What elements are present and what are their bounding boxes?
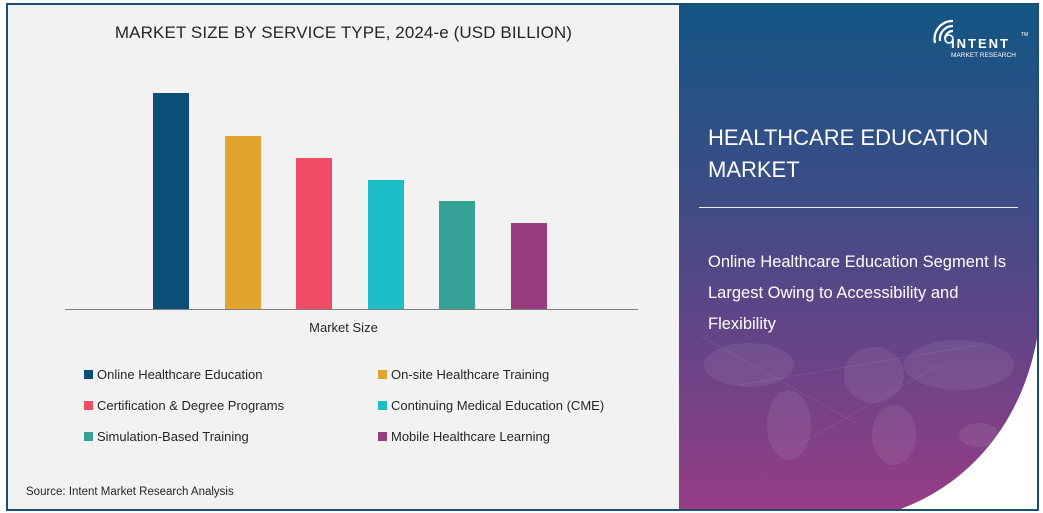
legend-swatch	[84, 401, 93, 410]
panel-divider	[699, 207, 1018, 208]
chart-area: MARKET SIZE BY SERVICE TYPE, 2024-e (USD…	[8, 5, 679, 509]
panel-background	[679, 5, 1037, 509]
plot-area	[65, 75, 638, 310]
svg-text:INTENT: INTENT	[951, 36, 1010, 51]
infographic-frame: MARKET SIZE BY SERVICE TYPE, 2024-e (USD…	[6, 3, 1039, 511]
chart-title: MARKET SIZE BY SERVICE TYPE, 2024-e (USD…	[114, 23, 573, 42]
market-title-line2: MARKET	[708, 157, 800, 182]
svg-text:TM: TM	[1021, 32, 1028, 38]
x-axis-label: Market Size	[309, 320, 378, 335]
legend-label: Simulation-Based Training	[97, 429, 249, 444]
legend-item: Mobile Healthcare Learning	[378, 429, 550, 444]
legend-swatch	[378, 432, 387, 441]
legend-label: Mobile Healthcare Learning	[391, 429, 550, 444]
legend-swatch	[84, 370, 93, 379]
legend-item: Online Healthcare Education	[84, 367, 263, 382]
bar-on-site-healthcare-training	[225, 136, 261, 309]
legend-item: On-site Healthcare Training	[378, 367, 549, 382]
x-axis-line	[65, 309, 638, 310]
legend-swatch	[378, 370, 387, 379]
intent-logo: INTENT TM MARKET RESEARCH	[933, 15, 1033, 65]
market-title-line1: HEALTHCARE EDUCATION	[708, 125, 989, 150]
source-note: Source: Intent Market Research Analysis	[26, 486, 234, 498]
bar-certification-degree-programs	[296, 158, 332, 309]
legend-item: Simulation-Based Training	[84, 429, 249, 444]
legend-item: Continuing Medical Education (CME)	[378, 398, 604, 413]
bar-online-healthcare-education	[153, 93, 189, 309]
bar-mobile-healthcare-learning	[511, 223, 547, 309]
legend-swatch	[84, 432, 93, 441]
legend-label: Certification & Degree Programs	[97, 398, 285, 413]
legend-item: Certification & Degree Programs	[84, 398, 284, 413]
market-title: HEALTHCARE EDUCATION MARKET	[708, 122, 988, 186]
summary-panel: INTENT TM MARKET RESEARCH HEALTHCARE EDU…	[679, 5, 1037, 509]
legend-label: On-site Healthcare Training	[391, 367, 550, 382]
signal-icon: INTENT TM MARKET RESEARCH	[933, 19, 1028, 59]
legend-swatch	[378, 401, 387, 410]
bar-continuing-medical-education	[368, 180, 404, 309]
key-insight: Online Healthcare Education Segment Is L…	[708, 253, 1007, 333]
svg-text:MARKET RESEARCH: MARKET RESEARCH	[951, 52, 1016, 59]
legend-label: Continuing Medical Education (CME)	[391, 398, 605, 413]
bar-simulation-based-training	[439, 201, 475, 309]
legend-label: Online Healthcare Education	[97, 367, 263, 382]
